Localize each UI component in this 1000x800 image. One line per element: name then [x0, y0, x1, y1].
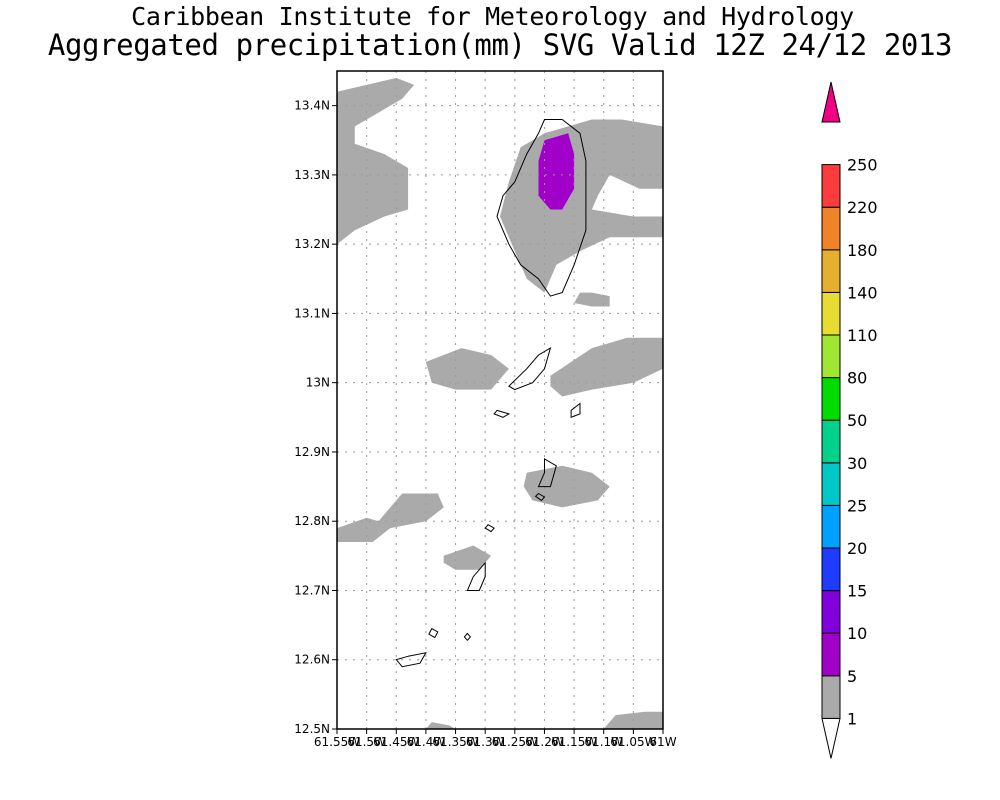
colorbar-label: 250 — [847, 156, 878, 175]
colorbar-box — [821, 462, 841, 506]
colorbar-box — [821, 632, 841, 677]
precip-area-1-5 — [550, 337, 663, 397]
lon-tick-label: 61.3W — [466, 735, 505, 749]
lat-tick-label: 12.5N — [294, 722, 330, 736]
lon-tick-label: 61W — [649, 735, 676, 749]
island-outline — [508, 347, 552, 391]
colorbar-label: 15 — [847, 582, 867, 601]
island-outline — [534, 492, 546, 502]
lat-tick-label: 13.2N — [294, 237, 330, 251]
precip-area-1-5 — [443, 545, 492, 570]
precip-area-1-5 — [425, 348, 509, 390]
colorbar-box — [821, 164, 841, 208]
colorbar-box — [821, 249, 841, 293]
precip-area-1-5 — [425, 722, 456, 729]
colorbar-box — [821, 675, 841, 719]
colorbar-label: 110 — [847, 326, 878, 345]
lon-tick-label: 61.5W — [347, 735, 386, 749]
precip-area-1-5 — [337, 77, 415, 245]
lat-tick-label: 12.8N — [294, 514, 330, 528]
colorbar-box — [821, 377, 841, 421]
lon-tick-label: 61.35W — [432, 735, 478, 749]
island-outline — [493, 409, 511, 418]
title-line-1: Caribbean Institute for Meteorology and … — [131, 2, 854, 31]
lat-tick-label: 12.7N — [294, 583, 330, 597]
colorbar-label: 20 — [847, 539, 867, 558]
colorbar-label: 30 — [847, 454, 867, 473]
colorbar-box — [821, 291, 841, 336]
island-outline — [428, 627, 439, 639]
title-line-2: Aggregated precipitation(mm) SVG Valid 1… — [47, 28, 953, 62]
colorbar-box — [821, 590, 841, 634]
lon-tick-label: 61.1W — [584, 735, 623, 749]
precip-area-1-5 — [500, 119, 663, 293]
lat-tick-label: 13.4N — [294, 99, 330, 113]
precip-area-1-5 — [523, 465, 610, 508]
lat-tick-label: 13.3N — [294, 168, 330, 182]
colorbar-label: 180 — [847, 241, 878, 260]
lat-tick-label: 12.9N — [294, 445, 330, 459]
island-outline — [484, 524, 495, 533]
colorbar-above-triangle — [821, 81, 841, 123]
lon-tick-label: 61.25W — [492, 735, 538, 749]
colorbar-label: 25 — [847, 496, 867, 515]
colorbar-box — [821, 206, 841, 251]
colorbar-box — [821, 547, 841, 592]
lon-tick-label: 61.55W — [314, 735, 360, 749]
island-outline — [537, 458, 557, 488]
plot-frame — [336, 70, 664, 730]
colorbar-label: 10 — [847, 624, 867, 643]
lat-tick-label: 12.6N — [294, 653, 330, 667]
precip-area-5-10 — [538, 133, 575, 210]
colorbar-label: 50 — [847, 411, 867, 430]
island-outline — [463, 632, 472, 642]
colorbar-label: 220 — [847, 198, 878, 217]
colorbar-box — [821, 334, 841, 379]
colorbar-label: 80 — [847, 369, 867, 388]
lon-tick-label: 61.05W — [610, 735, 656, 749]
lat-tick-label: 13N — [306, 376, 330, 390]
colorbar-below-triangle — [821, 717, 841, 759]
colorbar-label: 5 — [847, 667, 857, 686]
precip-area-1-5 — [574, 292, 610, 307]
colorbar-label: 140 — [847, 283, 878, 302]
lat-tick-label: 13.1N — [294, 306, 330, 320]
island-outline — [570, 402, 581, 419]
colorbar-label: 1 — [847, 709, 857, 728]
lon-tick-label: 61.4W — [407, 735, 446, 749]
island-outline — [395, 652, 427, 668]
lon-tick-label: 61.15W — [551, 735, 597, 749]
plot-area — [337, 71, 663, 729]
colorbar-box — [821, 419, 841, 464]
colorbar-box — [821, 504, 841, 549]
precip-area-1-5 — [337, 493, 444, 542]
lon-tick-label: 61.2W — [525, 735, 564, 749]
island-outline — [466, 561, 486, 591]
map-body: 12.5N 12.6N 12.7N 12.8N 12.9N 13N 13.1N 13.2N 13… — [294, 70, 677, 749]
island-outline — [496, 119, 587, 297]
lon-tick-label: 61.45W — [373, 735, 419, 749]
